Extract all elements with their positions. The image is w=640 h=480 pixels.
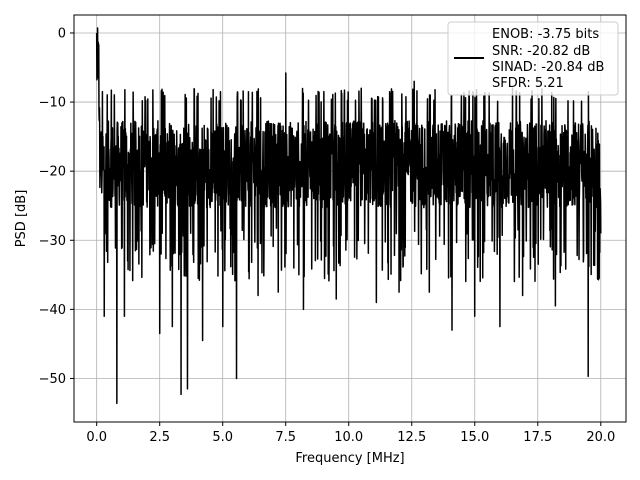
x-axis-label: Frequency [MHz] [295,451,404,466]
legend-entry-enob: ENOB: -3.75 bits [492,27,599,42]
plot-area [95,27,602,405]
x-tick-label: 2.5 [149,430,170,445]
x-tick-label: 10.0 [334,430,363,445]
x-tick-label: 15.0 [460,430,489,445]
legend-entry-sfdr: SFDR: 5.21 [492,76,564,91]
psd-series-line [95,27,602,405]
y-tick-label: −10 [39,96,66,111]
y-tick-label: −50 [39,372,66,387]
x-tick-label: 7.5 [275,430,296,445]
y-tick-label: 0 [58,26,66,41]
x-tick-label: 20.0 [586,430,615,445]
x-tick-label: 0.0 [86,430,107,445]
legend-box [447,21,619,96]
y-tick-label: −40 [39,303,66,318]
legend: ENOB: -3.75 bits SNR: -20.82 dB SINAD: -… [447,21,619,96]
axes-frame [73,14,627,423]
x-tick-label: 17.5 [523,430,552,445]
legend-entry-sinad: SINAD: -20.84 dB [492,60,604,75]
x-tick-label: 5.0 [212,430,233,445]
ticks: 0.0 2.5 5.0 7.5 10.0 12.5 15.0 17.5 20.0 0 −10 −20 −… [39,26,616,445]
y-tick-label: −30 [39,234,66,249]
x-tick-label: 12.5 [397,430,426,445]
y-tick-label: −20 [39,165,66,180]
y-axis-label: PSD [dB] [14,190,29,248]
legend-entry-snr: SNR: -20.82 dB [492,44,590,59]
